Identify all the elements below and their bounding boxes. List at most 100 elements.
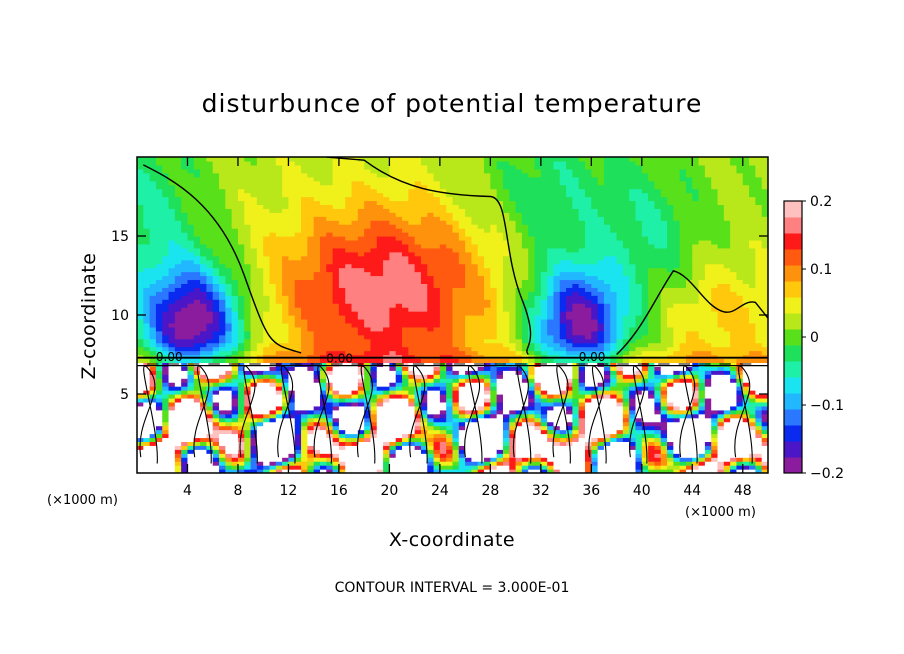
heatmap-cell bbox=[294, 295, 302, 300]
heatmap-cell bbox=[174, 469, 182, 473]
heatmap-cell bbox=[307, 299, 315, 304]
heatmap-cell bbox=[294, 168, 302, 174]
heatmap-cell bbox=[294, 188, 302, 194]
heatmap-cell bbox=[319, 315, 327, 320]
heatmap-cell bbox=[237, 307, 245, 312]
heatmap-cell bbox=[155, 354, 163, 360]
heatmap-cell bbox=[521, 212, 529, 217]
heatmap-cell bbox=[231, 259, 239, 265]
heatmap-cell bbox=[275, 374, 283, 379]
heatmap-cell bbox=[515, 299, 523, 304]
heatmap-cell bbox=[155, 469, 163, 473]
heatmap-cell bbox=[256, 405, 264, 411]
heatmap-cell bbox=[389, 397, 397, 403]
heatmap-cell bbox=[332, 366, 340, 371]
heatmap-cell bbox=[496, 453, 504, 458]
heatmap-cell bbox=[275, 318, 283, 324]
heatmap-cell bbox=[402, 160, 409, 166]
heatmap-cell bbox=[402, 283, 409, 288]
heatmap-cell bbox=[439, 417, 447, 423]
heatmap-cell bbox=[439, 318, 447, 324]
heatmap-cell bbox=[515, 180, 523, 186]
heatmap-cell bbox=[465, 449, 473, 454]
heatmap-cell bbox=[225, 401, 233, 407]
heatmap-cell bbox=[313, 220, 321, 225]
heatmap-cell bbox=[231, 157, 239, 162]
heatmap-cell bbox=[528, 362, 536, 367]
heatmap-cell bbox=[465, 342, 473, 348]
heatmap-cell bbox=[168, 350, 176, 356]
heatmap-cell bbox=[502, 251, 510, 257]
heatmap-cell bbox=[509, 334, 517, 340]
heatmap-cell bbox=[427, 307, 435, 312]
heatmap-cell bbox=[364, 386, 372, 391]
heatmap-cell bbox=[389, 160, 397, 166]
heatmap-cell bbox=[383, 196, 390, 202]
heatmap-cell bbox=[137, 172, 144, 178]
heatmap-cell bbox=[269, 196, 277, 202]
heatmap-cell bbox=[389, 394, 397, 399]
heatmap-cell bbox=[484, 334, 491, 340]
heatmap-cell bbox=[521, 267, 529, 273]
heatmap-cell bbox=[231, 318, 239, 324]
heatmap-cell bbox=[496, 279, 504, 284]
heatmap-cell bbox=[225, 216, 233, 221]
heatmap-cell bbox=[446, 279, 454, 284]
heatmap-cell bbox=[471, 382, 479, 387]
heatmap-cell bbox=[332, 192, 340, 198]
heatmap-cell bbox=[338, 204, 346, 209]
heatmap-cell bbox=[370, 251, 378, 257]
heatmap-cell bbox=[496, 322, 504, 328]
heatmap-cell bbox=[326, 291, 334, 296]
heatmap-cell bbox=[477, 157, 485, 162]
heatmap-cell bbox=[496, 192, 504, 198]
heatmap-cell bbox=[420, 247, 428, 253]
heatmap-cell bbox=[282, 279, 290, 284]
heatmap-cell bbox=[471, 196, 479, 202]
heatmap-cell bbox=[484, 224, 491, 229]
heatmap-cell bbox=[502, 224, 510, 229]
heatmap-cell bbox=[370, 299, 378, 304]
heatmap-cell bbox=[137, 457, 144, 462]
heatmap-cell bbox=[528, 346, 536, 352]
heatmap-cell bbox=[168, 287, 176, 292]
heatmap-cell bbox=[181, 374, 189, 379]
heatmap-cell bbox=[370, 236, 378, 241]
heatmap-cell bbox=[326, 239, 334, 245]
heatmap-cell bbox=[332, 172, 340, 178]
heatmap-cell bbox=[402, 307, 409, 312]
heatmap-cell bbox=[212, 200, 220, 205]
heatmap-cell bbox=[502, 315, 510, 320]
heatmap-cell bbox=[490, 457, 498, 462]
heatmap-cell bbox=[465, 251, 473, 257]
heatmap-cell bbox=[168, 267, 176, 273]
heatmap-cell bbox=[458, 232, 466, 237]
heatmap-cell bbox=[294, 216, 302, 221]
heatmap-cell bbox=[212, 429, 220, 435]
heatmap-cell bbox=[452, 326, 460, 332]
heatmap-cell bbox=[490, 295, 498, 300]
heatmap-cell bbox=[433, 247, 441, 253]
heatmap-cell bbox=[275, 433, 283, 439]
heatmap-cell bbox=[212, 228, 220, 233]
heatmap-cell bbox=[433, 251, 441, 257]
heatmap-cell bbox=[383, 275, 390, 281]
heatmap-cell bbox=[155, 247, 163, 253]
heatmap-cell bbox=[250, 212, 258, 217]
heatmap-cell bbox=[395, 465, 403, 470]
heatmap-cell bbox=[319, 370, 327, 375]
heatmap-cell bbox=[515, 469, 523, 473]
heatmap-cell bbox=[502, 437, 510, 442]
heatmap-cell bbox=[484, 322, 491, 328]
heatmap-cell bbox=[237, 378, 245, 383]
heatmap-cell bbox=[528, 417, 536, 423]
heatmap-cell bbox=[269, 461, 277, 466]
heatmap-cell bbox=[307, 370, 315, 375]
heatmap-cell bbox=[465, 322, 473, 328]
heatmap-cell bbox=[490, 168, 498, 174]
heatmap-cell bbox=[452, 287, 460, 292]
heatmap-cell bbox=[383, 200, 390, 205]
heatmap-cell bbox=[477, 263, 485, 269]
heatmap-cell bbox=[244, 271, 252, 277]
heatmap-cell bbox=[364, 397, 372, 403]
